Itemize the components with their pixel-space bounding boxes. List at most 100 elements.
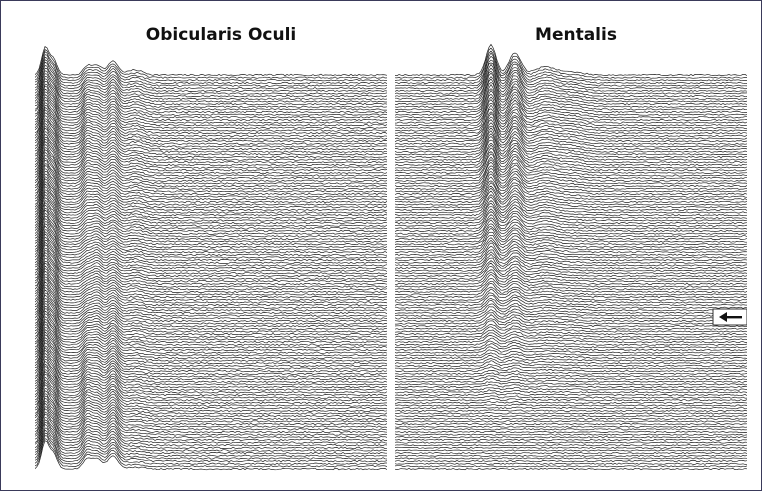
trace-line <box>395 170 747 193</box>
trace-line <box>395 119 747 145</box>
trace-line <box>35 96 387 127</box>
trace-line <box>35 138 387 169</box>
trace-line <box>395 125 747 151</box>
trace-line <box>395 400 747 404</box>
trace-line <box>35 342 387 373</box>
trace-fill <box>395 341 747 351</box>
trace-line <box>395 436 747 439</box>
trace-line <box>395 309 747 320</box>
trace-line <box>395 337 747 346</box>
trace-fill <box>395 426 747 430</box>
trace-line <box>395 355 747 362</box>
trace-line <box>395 165 747 188</box>
trace-line <box>35 268 387 299</box>
trace-fill <box>395 318 747 330</box>
trace-line <box>395 130 747 156</box>
trace-line <box>395 89 747 119</box>
trace-line <box>35 218 387 249</box>
trace-line <box>35 151 387 183</box>
trace-line <box>395 395 747 399</box>
trace-line <box>395 196 747 217</box>
trace-line <box>395 299 747 312</box>
trace-line <box>395 206 747 225</box>
trace-line <box>395 271 747 286</box>
trace-line <box>35 254 387 286</box>
trace-fill <box>395 409 747 414</box>
trace-line <box>35 326 387 357</box>
trace-line <box>395 153 747 177</box>
trace-line <box>35 432 387 463</box>
trace-line <box>395 366 747 373</box>
trace-fill <box>395 324 747 335</box>
trace-line <box>395 202 747 222</box>
trace-line <box>395 102 747 129</box>
trace-line <box>35 358 387 389</box>
trace-line <box>35 381 387 413</box>
trace-line <box>395 417 747 420</box>
trace-line <box>395 127 747 153</box>
trace-line <box>35 91 387 122</box>
trace-line <box>35 122 387 153</box>
trace-line <box>35 347 387 378</box>
trace-line <box>35 209 387 241</box>
trace-line <box>35 393 387 423</box>
trace-line <box>35 168 387 198</box>
trace-line <box>35 250 387 280</box>
trace-line <box>395 269 747 283</box>
trace-fill <box>35 213 387 245</box>
trace-line <box>35 257 387 288</box>
trace-line <box>395 185 747 206</box>
trace-line <box>35 112 387 143</box>
trace-line <box>35 212 387 243</box>
trace-line <box>35 318 387 349</box>
trace-line <box>395 358 747 365</box>
trace-line <box>395 223 747 240</box>
trace-line <box>35 279 387 309</box>
trace-fill <box>395 343 747 354</box>
trace-line <box>35 397 387 428</box>
trace-line <box>35 400 387 431</box>
trace-line <box>35 159 387 190</box>
trace-line <box>35 56 387 87</box>
trace-line <box>35 329 387 360</box>
trace-line <box>35 276 387 307</box>
trace-line <box>35 244 387 275</box>
trace-line <box>35 194 387 225</box>
trace-line <box>35 324 387 354</box>
trace-line <box>35 308 387 338</box>
trace-fill <box>395 460 747 465</box>
trace-line <box>395 283 747 296</box>
trace-line <box>395 378 747 383</box>
trace-line <box>395 99 747 127</box>
trace-line <box>395 122 747 148</box>
trace-line <box>395 159 747 182</box>
trace-line <box>395 144 747 169</box>
trace-line <box>35 207 387 238</box>
trace-line <box>395 412 747 415</box>
trace-fill <box>35 65 387 97</box>
trace-line <box>395 349 747 357</box>
trace-line <box>395 257 747 272</box>
trace-line <box>35 221 387 251</box>
trace-line <box>395 111 747 137</box>
trace-line <box>35 141 387 172</box>
trace-line <box>395 369 747 375</box>
trace-line <box>395 273 747 288</box>
trace-line <box>35 67 387 98</box>
trace-line <box>395 340 747 349</box>
trace-line <box>395 72 747 103</box>
trace-line <box>395 266 747 280</box>
trace-line <box>35 197 387 227</box>
trace-line <box>395 253 747 270</box>
trace-fill <box>35 105 387 137</box>
trace-line <box>395 457 747 460</box>
trace-line <box>395 182 747 203</box>
trace-line <box>35 262 387 293</box>
trace-line <box>395 70 747 100</box>
trace-line <box>395 227 747 246</box>
trace-line <box>395 214 747 233</box>
trace-fill <box>35 345 387 377</box>
trace-line <box>395 465 747 468</box>
trace-line <box>35 93 387 124</box>
